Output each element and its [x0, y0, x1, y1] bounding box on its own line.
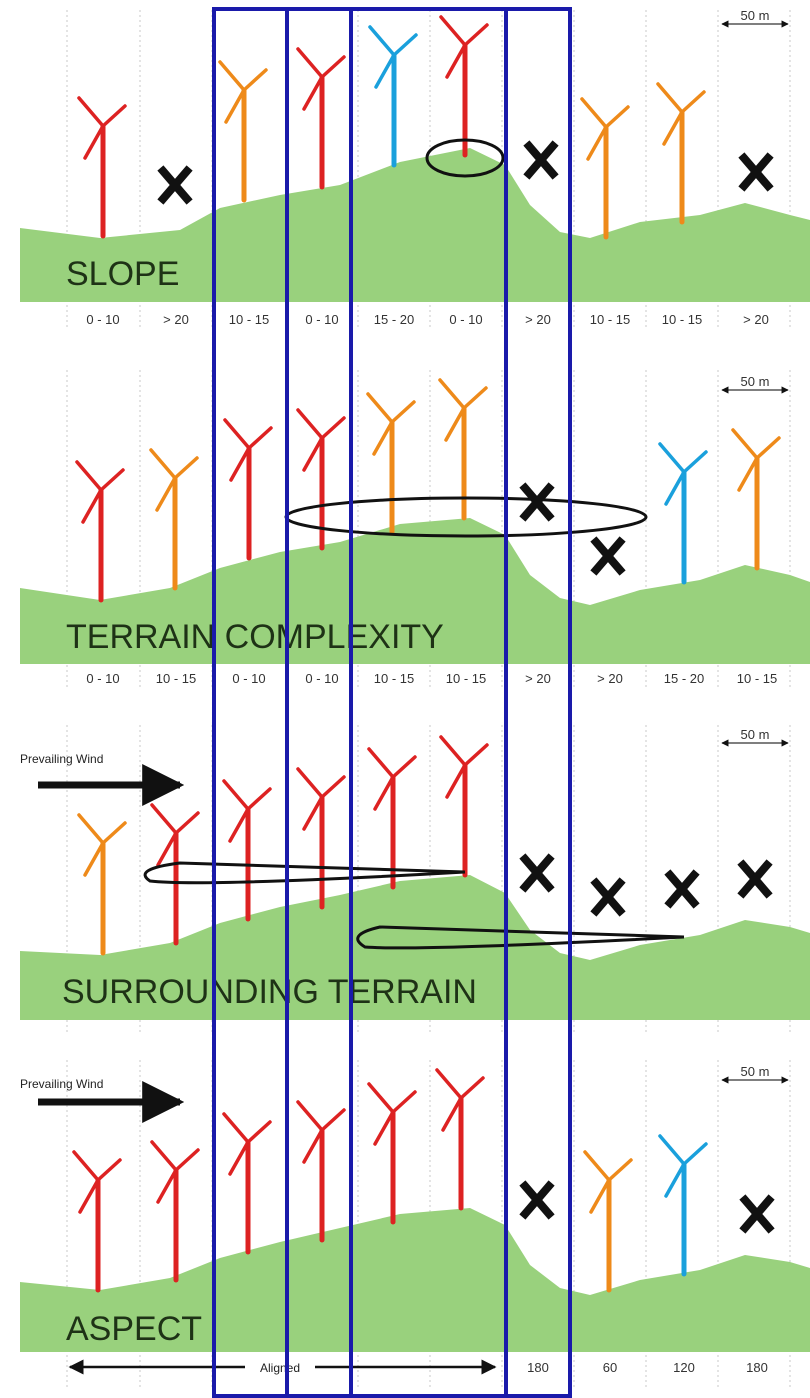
- aligned-arrow: Aligned: [68, 1359, 497, 1375]
- marker-1: [77, 96, 127, 239]
- scale-label: 50 m: [741, 727, 770, 742]
- marker-1: [77, 813, 127, 956]
- x-marker-9: [664, 869, 700, 909]
- marker-5: [366, 392, 416, 535]
- category-label: 10 - 15: [446, 671, 486, 686]
- x-marker-2: [157, 165, 193, 205]
- category-label: 120: [673, 1360, 695, 1375]
- panel-aspect: 50 m Prevailing Wind ASPECT: [20, 1060, 810, 1390]
- marker-4: [296, 47, 346, 190]
- scale-label: 50 m: [741, 374, 770, 389]
- category-labels: 0 - 10 10 - 15 0 - 10 0 - 10 10 - 15 10 …: [86, 671, 777, 686]
- category-label: 15 - 20: [374, 312, 414, 327]
- category-label: 0 - 10: [305, 671, 338, 686]
- column-frame-outer: [212, 7, 572, 1398]
- highlight-shape-upper: [143, 861, 466, 885]
- category-label: 180: [527, 1360, 549, 1375]
- terrain: [20, 148, 810, 302]
- marker-1: [72, 1150, 122, 1293]
- scale-bar: 50 m: [721, 1064, 789, 1084]
- category-labels: 0 - 10 > 20 10 - 15 0 - 10 15 - 20 0 - 1…: [86, 312, 768, 327]
- marker-4: [296, 767, 346, 910]
- marker-6: [439, 735, 489, 878]
- marker-8: [583, 1150, 633, 1293]
- category-label: 10 - 15: [374, 671, 414, 686]
- prevailing-wind: Prevailing Wind: [20, 752, 185, 806]
- category-labels: 180 60 120 180: [527, 1360, 768, 1375]
- x-marker-8: [590, 536, 626, 576]
- category-label: 180: [746, 1360, 768, 1375]
- x-marker-7: [519, 853, 555, 893]
- panel-title: SLOPE: [66, 255, 179, 293]
- marker-9: [656, 82, 706, 225]
- panel-title: ASPECT: [66, 1310, 202, 1348]
- category-label: 0 - 10: [86, 312, 119, 327]
- marker-5: [368, 25, 418, 168]
- category-label: 0 - 10: [232, 671, 265, 686]
- category-label: 0 - 10: [449, 312, 482, 327]
- x-marker-7: [523, 140, 559, 180]
- marker-4: [296, 1100, 346, 1243]
- marker-3: [223, 418, 273, 561]
- marker-6: [435, 1068, 485, 1211]
- category-label: 10 - 15: [662, 312, 702, 327]
- x-marker-10: [739, 1194, 775, 1234]
- category-label: > 20: [525, 312, 551, 327]
- marker-2: [150, 803, 200, 946]
- marker-6: [438, 378, 488, 521]
- x-marker-7: [519, 482, 555, 522]
- marker-10: [731, 428, 781, 571]
- x-marker-7: [519, 1180, 555, 1220]
- scale-bar: 50 m: [721, 8, 789, 28]
- scale-bar: 50 m: [721, 374, 789, 394]
- category-label: 0 - 10: [86, 671, 119, 686]
- marker-5: [367, 747, 417, 890]
- category-label: 10 - 15: [590, 312, 630, 327]
- category-label: 10 - 15: [229, 312, 269, 327]
- scale-label: 50 m: [741, 1064, 770, 1079]
- wind-label: Prevailing Wind: [20, 752, 103, 766]
- category-label: > 20: [597, 671, 623, 686]
- panel-title: SURROUNDING TERRAIN: [62, 973, 477, 1011]
- category-label: > 20: [163, 312, 189, 327]
- highlight-columns: [212, 7, 572, 1398]
- panel-title: TERRAIN COMPLEXITY: [66, 618, 444, 656]
- marker-8: [580, 97, 630, 240]
- prevailing-wind: Prevailing Wind: [20, 1077, 185, 1123]
- marker-3: [222, 779, 272, 922]
- terrain: [20, 518, 810, 664]
- panel-terrain-complexity: 50 m TERRAIN COMPLEXITY: [20, 370, 810, 690]
- category-label: > 20: [743, 312, 769, 327]
- highlight-ellipse: [425, 138, 505, 178]
- marker-6: [439, 15, 489, 158]
- marker-5: [367, 1082, 417, 1225]
- x-marker-10: [738, 152, 774, 192]
- terrain: [20, 1208, 810, 1352]
- marker-1: [75, 460, 125, 603]
- category-label: 0 - 10: [305, 312, 338, 327]
- x-marker-10: [737, 859, 773, 899]
- marker-9: [658, 442, 708, 585]
- category-label: > 20: [525, 671, 551, 686]
- marker-2: [150, 1140, 200, 1283]
- category-label: 10 - 15: [156, 671, 196, 686]
- marker-3: [218, 60, 268, 203]
- panel-surrounding-terrain: 50 m Prevailing Wind SURROUNDING TERRAIN: [20, 725, 810, 1035]
- category-label: 10 - 15: [737, 671, 777, 686]
- scale-bar: 50 m: [721, 727, 789, 747]
- marker-3: [222, 1112, 272, 1255]
- aligned-label: Aligned: [260, 1361, 300, 1375]
- wind-label: Prevailing Wind: [20, 1077, 103, 1091]
- marker-9: [658, 1134, 708, 1277]
- panel-slope: 50 m SLOPE: [20, 8, 810, 330]
- category-label: 15 - 20: [664, 671, 704, 686]
- marker-2: [149, 448, 199, 591]
- category-label: 60: [603, 1360, 617, 1375]
- scale-label: 50 m: [741, 8, 770, 23]
- x-marker-8: [590, 877, 626, 917]
- highlight-shape-lower: [356, 925, 685, 950]
